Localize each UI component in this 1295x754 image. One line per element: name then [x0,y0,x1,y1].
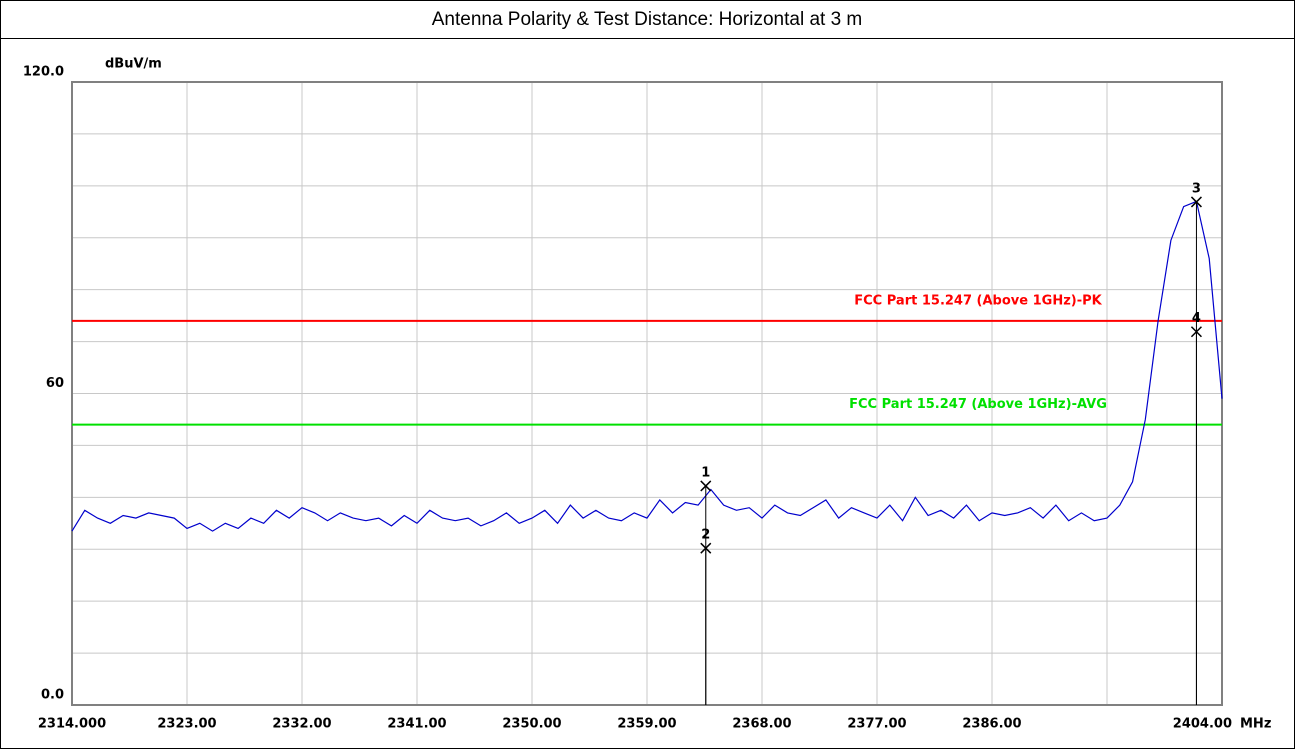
x-tick-label: 2368.00 [732,717,791,732]
x-tick-label: 2404.00 [1173,717,1232,732]
marker-label: 1 [701,465,710,480]
marker [700,480,712,492]
limit-label: FCC Part 15.247 (Above 1GHz)-PK [854,293,1102,308]
x-tick-label: 2314.000 [38,717,106,732]
x-tick-label: 2341.00 [387,717,446,732]
marker [1190,326,1202,338]
x-tick-label: 2332.00 [272,717,331,732]
y-tick-label: 120.0 [23,65,64,80]
y-tick-label: 0.0 [41,688,64,703]
x-tick-label: 2359.00 [617,717,676,732]
chart-title: Antenna Polarity & Test Distance: Horizo… [432,9,863,30]
x-tick-label: 2350.00 [502,717,561,732]
marker [700,542,712,554]
x-tick-label: 2323.00 [157,717,216,732]
trace [71,200,1223,532]
marker [1190,196,1202,208]
marker-label: 2 [701,528,710,543]
limit-label: FCC Part 15.247 (Above 1GHz)-AVG [849,397,1107,412]
y-unit: dBuV/m [105,57,162,72]
marker-label: 4 [1192,311,1201,326]
x-tick-label: 2377.00 [847,717,906,732]
x-unit: MHz [1240,717,1271,732]
marker-label: 3 [1192,181,1201,196]
y-tick-label: 60 [46,376,64,391]
x-tick-label: 2386.00 [962,717,1021,732]
